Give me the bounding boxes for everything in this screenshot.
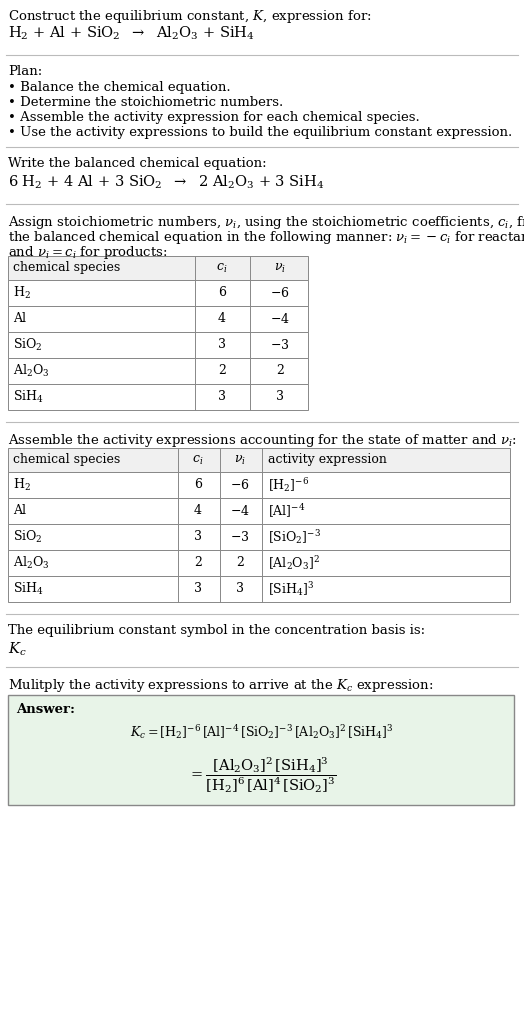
Text: 2: 2 (218, 365, 226, 377)
Text: $\mathrm{SiO_2}$: $\mathrm{SiO_2}$ (13, 337, 42, 353)
Bar (8, 498, 510, 524)
Text: $\mathrm{SiH_4}$: $\mathrm{SiH_4}$ (13, 388, 44, 405)
Text: $-4$: $-4$ (270, 312, 290, 326)
Text: Al: Al (13, 313, 26, 326)
Bar (8, 472, 510, 498)
Text: $c_i$: $c_i$ (216, 261, 228, 275)
Text: Answer:: Answer: (16, 703, 75, 716)
Text: The equilibrium constant symbol in the concentration basis is:: The equilibrium constant symbol in the c… (8, 624, 425, 637)
Bar (8, 550, 510, 576)
Text: Construct the equilibrium constant, $K$, expression for:: Construct the equilibrium constant, $K$,… (8, 8, 372, 25)
Text: • Use the activity expressions to build the equilibrium constant expression.: • Use the activity expressions to build … (8, 126, 512, 139)
Text: $\mathregular{H_2}$ + Al + $\mathregular{SiO_2}$  $\rightarrow$  $\mathregular{A: $\mathregular{H_2}$ + Al + $\mathregular… (8, 25, 255, 42)
Text: 4: 4 (218, 313, 226, 326)
Text: 3: 3 (276, 391, 284, 404)
Text: Mulitply the activity expressions to arrive at the $K_c$ expression:: Mulitply the activity expressions to arr… (8, 676, 433, 694)
Text: $\mathrm{SiO_2}$: $\mathrm{SiO_2}$ (13, 529, 42, 545)
Text: chemical species: chemical species (13, 453, 120, 466)
Text: 3: 3 (218, 338, 226, 352)
Text: $[\mathrm{Al_2O_3}]^{2}$: $[\mathrm{Al_2O_3}]^{2}$ (268, 554, 320, 572)
Text: activity expression: activity expression (268, 453, 387, 466)
Text: • Determine the stoichiometric numbers.: • Determine the stoichiometric numbers. (8, 96, 283, 109)
Text: 3: 3 (236, 582, 244, 596)
Text: Assemble the activity expressions accounting for the state of matter and $\nu_i$: Assemble the activity expressions accoun… (8, 432, 517, 449)
Text: $[\mathrm{SiH_4}]^{3}$: $[\mathrm{SiH_4}]^{3}$ (268, 580, 314, 598)
Bar (8, 576, 510, 602)
Text: $-3$: $-3$ (270, 338, 290, 352)
Text: $[\mathrm{H_2}]^{-6}$: $[\mathrm{H_2}]^{-6}$ (268, 476, 309, 494)
Text: Plan:: Plan: (8, 65, 42, 78)
Text: $\nu_i$: $\nu_i$ (234, 453, 246, 466)
Text: • Assemble the activity expression for each chemical species.: • Assemble the activity expression for e… (8, 111, 420, 124)
Text: $[\mathrm{SiO_2}]^{-3}$: $[\mathrm{SiO_2}]^{-3}$ (268, 528, 321, 546)
Text: $c_i$: $c_i$ (192, 453, 204, 466)
Text: 3: 3 (194, 531, 202, 543)
Bar (8, 256, 308, 280)
Text: 2: 2 (276, 365, 284, 377)
Text: $-3$: $-3$ (230, 530, 250, 544)
Text: $-6$: $-6$ (230, 478, 250, 492)
Text: 6 $\mathregular{H_2}$ + 4 Al + 3 $\mathregular{SiO_2}$  $\rightarrow$  2 $\mathr: 6 $\mathregular{H_2}$ + 4 Al + 3 $\mathr… (8, 174, 325, 192)
Text: 6: 6 (194, 479, 202, 492)
Text: $\nu_i$: $\nu_i$ (274, 261, 286, 275)
Bar (8, 448, 510, 472)
Text: $[\mathrm{Al}]^{-4}$: $[\mathrm{Al}]^{-4}$ (268, 502, 305, 520)
Bar (8, 358, 308, 384)
Bar (8, 524, 510, 550)
Text: $\mathrm{SiH_4}$: $\mathrm{SiH_4}$ (13, 581, 44, 597)
Text: Al: Al (13, 504, 26, 518)
Text: • Balance the chemical equation.: • Balance the chemical equation. (8, 81, 231, 94)
Bar (8, 332, 308, 358)
Text: $\mathrm{H_2}$: $\mathrm{H_2}$ (13, 477, 31, 493)
Text: 3: 3 (194, 582, 202, 596)
Text: $-6$: $-6$ (270, 286, 290, 300)
Text: the balanced chemical equation in the following manner: $\nu_i = -c_i$ for react: the balanced chemical equation in the fo… (8, 229, 524, 246)
Text: $K_c$: $K_c$ (8, 641, 27, 658)
Text: Write the balanced chemical equation:: Write the balanced chemical equation: (8, 157, 267, 170)
Bar (8, 384, 308, 410)
Text: $\mathrm{Al_2O_3}$: $\mathrm{Al_2O_3}$ (13, 555, 49, 571)
Text: $\mathrm{Al_2O_3}$: $\mathrm{Al_2O_3}$ (13, 363, 49, 379)
Text: $-4$: $-4$ (230, 504, 250, 518)
Bar (8, 280, 308, 306)
Text: 4: 4 (194, 504, 202, 518)
Text: 3: 3 (218, 391, 226, 404)
Text: $\mathrm{H_2}$: $\mathrm{H_2}$ (13, 285, 31, 301)
Text: Assign stoichiometric numbers, $\nu_i$, using the stoichiometric coefficients, $: Assign stoichiometric numbers, $\nu_i$, … (8, 214, 524, 231)
Text: 6: 6 (218, 287, 226, 299)
Text: 2: 2 (236, 557, 244, 570)
Bar (8, 306, 308, 332)
Text: $K_c = [\mathrm{H_2}]^{-6}\,[\mathrm{Al}]^{-4}\,[\mathrm{SiO_2}]^{-3}\,[\mathrm{: $K_c = [\mathrm{H_2}]^{-6}\,[\mathrm{Al}… (130, 723, 394, 741)
Bar (8, 695, 514, 805)
Text: and $\nu_i = c_i$ for products:: and $\nu_i = c_i$ for products: (8, 244, 168, 261)
Text: $= \dfrac{[\mathrm{Al_2O_3}]^2\,[\mathrm{SiH_4}]^3}{[\mathrm{H_2}]^6\,[\mathrm{A: $= \dfrac{[\mathrm{Al_2O_3}]^2\,[\mathrm… (188, 755, 336, 795)
Text: 2: 2 (194, 557, 202, 570)
Text: chemical species: chemical species (13, 261, 120, 275)
